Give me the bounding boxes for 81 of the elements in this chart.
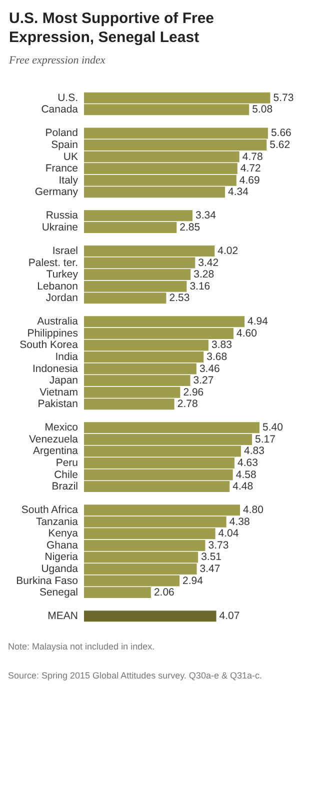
data-label: 3.47 xyxy=(200,563,220,575)
y-tick-label: Australia xyxy=(37,316,78,328)
data-label: 4.72 xyxy=(240,162,261,175)
data-label: 3.46 xyxy=(199,362,220,375)
data-label: 4.83 xyxy=(244,445,265,458)
y-tick-label: Israel xyxy=(52,245,78,257)
source-note: Source: Spring 2015 Global Attitudes survey. Q30a-e & Q31a-c. xyxy=(8,670,262,680)
data-label: 5.40 xyxy=(262,422,284,434)
data-label: 3.83 xyxy=(211,339,232,352)
y-tick-label: Venezuela xyxy=(28,433,78,446)
y-tick-label: Kenya xyxy=(48,528,78,540)
data-label: 4.63 xyxy=(237,457,258,469)
y-tick-label: Senegal xyxy=(39,586,78,599)
y-tick-label: Uganda xyxy=(41,563,78,575)
data-label: 4.02 xyxy=(218,245,238,257)
chart-title: U.S. Most Supportive of Free Expression, Senegal Least xyxy=(9,10,218,46)
data-label: 4.48 xyxy=(232,480,254,493)
y-tick-label: Nigeria xyxy=(44,551,78,564)
data-label: 3.34 xyxy=(196,210,216,222)
data-label: 4.69 xyxy=(239,174,260,186)
data-label: 5.73 xyxy=(273,92,294,104)
data-label: 2.78 xyxy=(177,398,198,410)
y-tick-label: Mexico xyxy=(44,422,78,434)
data-label: 2.06 xyxy=(154,586,175,599)
data-label: 3.16 xyxy=(190,280,210,292)
data-label: 3.68 xyxy=(206,351,228,363)
y-tick-label: U.S. xyxy=(58,92,78,104)
y-tick-label: Turkey xyxy=(46,268,79,281)
y-tick-label: Ukraine xyxy=(42,221,78,234)
data-label: 2.85 xyxy=(180,221,200,234)
y-tick-label: Lebanon xyxy=(37,280,78,292)
y-tick-label: Vietnam xyxy=(40,386,78,398)
y-tick-label: France xyxy=(45,162,78,175)
data-label: 3.42 xyxy=(198,256,219,269)
y-tick-label: Philippines xyxy=(27,327,78,340)
data-label: 2.94 xyxy=(182,574,204,587)
data-label: 3.28 xyxy=(194,268,214,281)
y-tick-label: Italy xyxy=(58,174,79,186)
data-label: 4.78 xyxy=(242,150,263,163)
y-tick-label: Burkina Faso xyxy=(16,574,78,587)
data-label: 5.62 xyxy=(270,139,290,151)
data-label: 3.27 xyxy=(193,374,214,387)
y-tick-label: Indonesia xyxy=(32,362,78,375)
data-label: 4.58 xyxy=(236,468,256,481)
y-tick-label: South Africa xyxy=(21,504,78,516)
y-tick-label: Russia xyxy=(46,210,78,222)
data-label: 3.51 xyxy=(201,551,222,564)
y-tick-label: Canada xyxy=(41,104,78,116)
y-tick-label: Spain xyxy=(51,139,78,151)
y-tick-label: Germany xyxy=(34,186,79,198)
y-tick-label: India xyxy=(55,351,78,363)
y-tick-label: MEAN xyxy=(48,610,78,622)
text: Note: Malaysia not included in index. xyxy=(8,642,155,652)
y-tick-label: Argentina xyxy=(33,445,78,458)
y-tick-label: Jordan xyxy=(46,292,78,304)
data-label: 4.07 xyxy=(219,610,240,622)
chart-subtitle: Free expression index xyxy=(8,54,106,66)
y-tick-label: Tanzania xyxy=(36,516,78,528)
data-label: 4.04 xyxy=(218,528,239,540)
data-label: 4.80 xyxy=(243,504,264,516)
y-tick-label: Pakistan xyxy=(38,398,78,410)
bar xyxy=(84,610,216,622)
data-label: 5.08 xyxy=(252,104,273,116)
data-label: 2.53 xyxy=(169,292,190,304)
y-tick-label: Chile xyxy=(54,468,78,481)
data-label: 2.96 xyxy=(183,386,204,398)
y-tick-label: Peru xyxy=(56,457,78,469)
y-tick-label: Poland xyxy=(45,127,78,140)
y-tick-label: Brazil xyxy=(52,480,78,493)
y-tick-label: Palest. ter. xyxy=(28,256,78,269)
data-label: 3.73 xyxy=(208,539,229,552)
data-label: 4.94 xyxy=(248,316,268,328)
y-tick-label: Ghana xyxy=(46,539,78,552)
data-label: 5.17 xyxy=(255,433,276,446)
y-tick-label: UK xyxy=(63,150,78,163)
data-label: 5.66 xyxy=(270,127,292,140)
y-tick-label: South Korea xyxy=(20,339,78,352)
data-label: 4.34 xyxy=(228,186,249,198)
data-label: 4.38 xyxy=(229,516,250,528)
data-label: 4.60 xyxy=(236,327,258,340)
y-tick-label: Japan xyxy=(49,374,78,387)
